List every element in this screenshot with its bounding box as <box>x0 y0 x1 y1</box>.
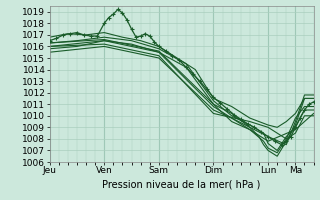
X-axis label: Pression niveau de la mer( hPa ): Pression niveau de la mer( hPa ) <box>102 179 261 189</box>
